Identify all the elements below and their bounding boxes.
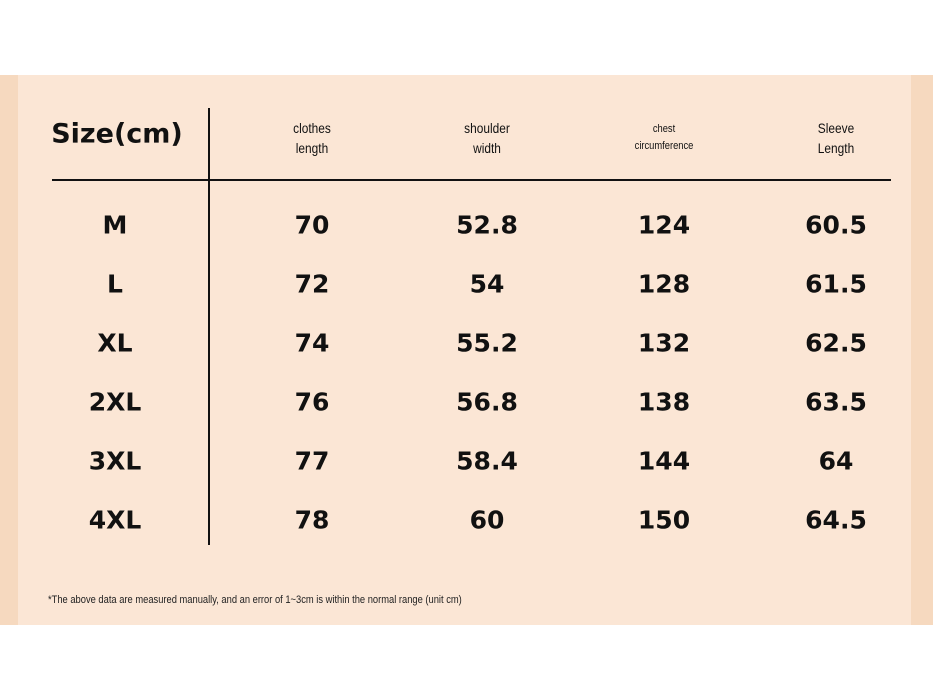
cell-value: 76 xyxy=(294,387,330,417)
cell-value: 61.5 xyxy=(805,269,867,299)
header-line: width xyxy=(473,140,501,156)
cell-value: 77 xyxy=(294,446,330,476)
cell-value: 60.5 xyxy=(805,210,867,240)
cell-value: 64 xyxy=(818,446,854,476)
column-header: Sleeve Length xyxy=(818,118,854,158)
size-label: 3XL xyxy=(88,446,142,476)
header-line: Sleeve xyxy=(817,120,855,136)
size-label: L xyxy=(107,269,123,299)
header-line: shoulder xyxy=(464,120,510,136)
cell-value: 56.8 xyxy=(456,387,518,417)
cell-value: 132 xyxy=(637,328,691,358)
cell-value: 72 xyxy=(294,269,330,299)
size-header: Size(cm) xyxy=(51,118,183,150)
header-line: Length xyxy=(817,140,855,156)
cell-value: 124 xyxy=(637,210,691,240)
column-header: shoulder width xyxy=(464,118,510,158)
panel-inner xyxy=(18,75,911,625)
cell-value: 144 xyxy=(637,446,691,476)
cell-value: 55.2 xyxy=(456,328,518,358)
size-label: 4XL xyxy=(88,505,142,535)
cell-value: 70 xyxy=(294,210,330,240)
size-label: M xyxy=(102,210,128,240)
panel xyxy=(0,75,933,625)
column-header: clothes length xyxy=(293,118,331,158)
cell-value: 64.5 xyxy=(805,505,867,535)
header-rule xyxy=(52,179,891,181)
cell-value: 58.4 xyxy=(456,446,518,476)
cell-value: 138 xyxy=(637,387,691,417)
header-line: circumference xyxy=(634,140,694,152)
cell-value: 128 xyxy=(637,269,691,299)
cell-value: 74 xyxy=(294,328,330,358)
cell-value: 54 xyxy=(469,269,505,299)
column-header: chest circumference xyxy=(635,121,694,155)
cell-value: 62.5 xyxy=(805,328,867,358)
cell-value: 52.8 xyxy=(456,210,518,240)
cell-value: 78 xyxy=(294,505,330,535)
cell-value: 63.5 xyxy=(805,387,867,417)
size-label: XL xyxy=(97,328,133,358)
column-rule xyxy=(208,108,210,545)
header-line: chest xyxy=(652,123,676,135)
size-label: 2XL xyxy=(88,387,142,417)
header-line: clothes xyxy=(293,120,331,136)
cell-value: 150 xyxy=(637,505,691,535)
header-line: length xyxy=(295,140,329,156)
footnote: *The above data are measured manually, a… xyxy=(48,594,462,606)
cell-value: 60 xyxy=(469,505,505,535)
